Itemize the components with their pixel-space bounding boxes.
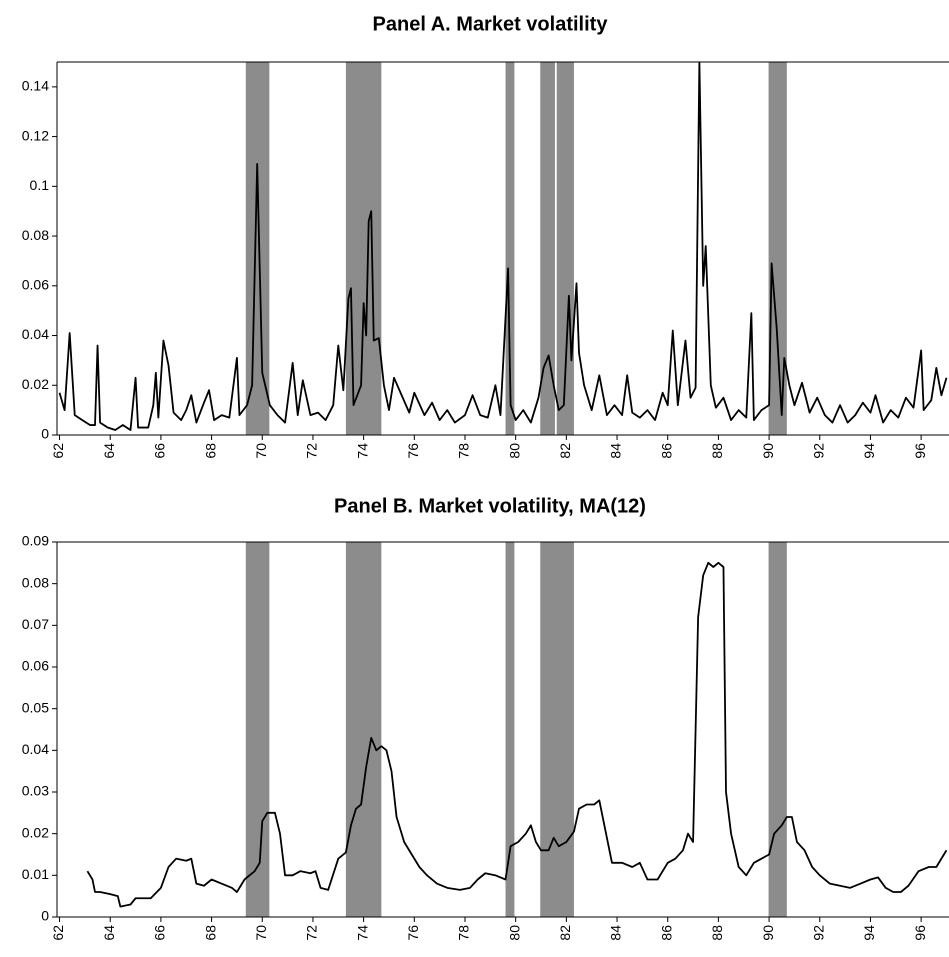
panel: Panel B. Market volatility, MA(12) 0 0.01 0… bbox=[22, 495, 949, 941]
y-tick-label: 0.06 bbox=[22, 658, 49, 674]
y-tick-label: 0.01 bbox=[22, 866, 49, 882]
y-tick-label: 0 bbox=[41, 908, 49, 924]
x-tick-label: 82 bbox=[557, 443, 573, 459]
panel: Panel A. Market volatility 0 0.02 0.04 0.06 0… bbox=[22, 13, 949, 459]
y-tick-label: 0.08 bbox=[22, 574, 49, 590]
recession-band bbox=[556, 62, 574, 435]
x-tick-label: 80 bbox=[506, 443, 522, 459]
recession-band bbox=[540, 542, 574, 917]
recession-band bbox=[505, 542, 515, 917]
x-tick-label: 72 bbox=[304, 443, 320, 459]
x-tick-label: 76 bbox=[405, 443, 421, 459]
y-tick-label: 0.14 bbox=[22, 78, 49, 94]
y-tick-label: 0.04 bbox=[22, 741, 49, 757]
y-tick-label: 0.08 bbox=[22, 227, 49, 243]
x-tick-label: 72 bbox=[304, 925, 320, 941]
x-tick-label: 96 bbox=[912, 443, 928, 459]
recession-band bbox=[245, 542, 270, 917]
x-tick-label: 64 bbox=[101, 925, 117, 941]
x-tick-label: 96 bbox=[912, 925, 928, 941]
recession-band bbox=[768, 542, 787, 917]
recession-band bbox=[345, 62, 382, 435]
x-tick-label: 68 bbox=[202, 443, 218, 459]
x-tick-label: 94 bbox=[861, 443, 877, 459]
x-tick-label: 90 bbox=[760, 443, 776, 459]
x-tick-label: 74 bbox=[354, 925, 370, 941]
recession-band bbox=[345, 542, 382, 917]
x-tick-label: 92 bbox=[810, 443, 826, 459]
y-tick-label: 0.12 bbox=[22, 127, 49, 143]
x-tick-label: 94 bbox=[861, 925, 877, 941]
chart-title: Panel B. Market volatility, MA(12) bbox=[334, 495, 646, 517]
x-tick-label: 70 bbox=[253, 925, 269, 941]
x-tick-label: 62 bbox=[50, 443, 66, 459]
x-tick-label: 86 bbox=[658, 925, 674, 941]
x-tick-label: 68 bbox=[202, 925, 218, 941]
x-tick-label: 66 bbox=[152, 925, 168, 941]
x-tick-label: 74 bbox=[354, 443, 370, 459]
x-tick-label: 70 bbox=[253, 443, 269, 459]
chart-title: Panel A. Market volatility bbox=[373, 13, 609, 35]
x-tick-label: 92 bbox=[810, 925, 826, 941]
x-tick-label: 62 bbox=[50, 925, 66, 941]
y-tick-label: 0.07 bbox=[22, 616, 49, 632]
x-tick-label: 64 bbox=[101, 443, 117, 459]
x-tick-label: 66 bbox=[152, 443, 168, 459]
recession-band bbox=[768, 62, 787, 435]
x-tick-label: 84 bbox=[608, 443, 624, 459]
y-tick-label: 0.06 bbox=[22, 277, 49, 293]
x-tick-label: 80 bbox=[506, 925, 522, 941]
x-tick-label: 76 bbox=[405, 925, 421, 941]
x-tick-label: 82 bbox=[557, 925, 573, 941]
y-tick-label: 0.02 bbox=[22, 376, 49, 392]
x-tick-label: 88 bbox=[709, 925, 725, 941]
y-tick-label: 0.04 bbox=[22, 326, 49, 342]
x-tick-label: 86 bbox=[658, 443, 674, 459]
x-tick-label: 90 bbox=[760, 925, 776, 941]
x-tick-label: 78 bbox=[456, 443, 472, 459]
x-tick-label: 88 bbox=[709, 443, 725, 459]
x-tick-label: 84 bbox=[608, 925, 624, 941]
recession-band bbox=[505, 62, 515, 435]
y-tick-label: 0.09 bbox=[22, 533, 49, 549]
recession-band bbox=[245, 62, 270, 435]
series-line bbox=[58, 62, 948, 431]
series-line bbox=[86, 561, 948, 908]
y-tick-label: 0.03 bbox=[22, 783, 49, 799]
y-tick-label: 0.05 bbox=[22, 699, 49, 715]
x-tick-label: 78 bbox=[456, 925, 472, 941]
y-tick-label: 0.1 bbox=[30, 177, 50, 193]
recession-band bbox=[540, 62, 555, 435]
y-tick-label: 0.02 bbox=[22, 824, 49, 840]
y-tick-label: 0 bbox=[41, 426, 49, 442]
